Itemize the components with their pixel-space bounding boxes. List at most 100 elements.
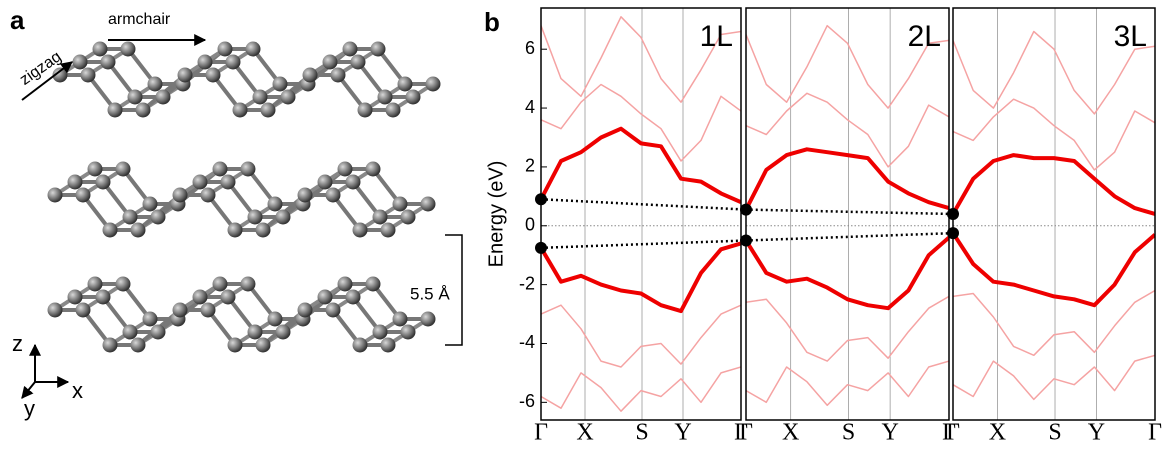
interlayer-bracket [445, 234, 463, 346]
atom [275, 324, 291, 340]
atom [150, 209, 166, 225]
panel-label: a [10, 5, 25, 35]
x-tick-label: Y [1088, 420, 1105, 446]
atom [380, 337, 396, 353]
atom [272, 76, 288, 92]
band [953, 153, 1155, 216]
x-tick-label: Γ [739, 420, 753, 446]
atom [405, 89, 421, 105]
atom [350, 54, 366, 70]
atom [380, 222, 396, 238]
band [746, 24, 949, 109]
atom [107, 102, 123, 118]
band [541, 83, 741, 162]
band-edge [535, 241, 547, 254]
atom [365, 161, 381, 177]
atom [280, 89, 296, 105]
y-tick-label: 6 [525, 38, 535, 58]
atom [172, 187, 188, 203]
y-tick-label: -2 [519, 273, 535, 293]
atom [370, 41, 386, 57]
band [953, 289, 1155, 357]
atom [142, 311, 158, 327]
atom [302, 67, 318, 83]
axis-y: y [24, 396, 35, 421]
band [541, 366, 741, 412]
x-tick-label: S [842, 420, 855, 446]
atom [255, 337, 271, 353]
atom [95, 289, 111, 305]
atom [317, 174, 333, 190]
atom [220, 289, 236, 305]
atom [297, 302, 313, 318]
x-tick-label: Γ [734, 420, 748, 446]
band-edge [947, 227, 959, 240]
atom [192, 174, 208, 190]
atom [142, 196, 158, 212]
atom [325, 187, 341, 203]
band [746, 147, 949, 211]
band [953, 98, 1155, 171]
atom [127, 89, 143, 105]
atom [87, 161, 103, 177]
x-tick-label: Γ [946, 420, 960, 446]
atom [385, 102, 401, 118]
axis-x: x [72, 378, 83, 403]
atom [147, 76, 163, 92]
atom [247, 209, 263, 225]
atom [200, 187, 216, 203]
interlayer-label: 5.5 Å [410, 284, 450, 303]
atom [365, 276, 381, 292]
atom [200, 302, 216, 318]
atom [102, 337, 118, 353]
atom [392, 311, 408, 327]
panel-label: b [484, 7, 500, 37]
atom [297, 187, 313, 203]
atom [47, 302, 63, 318]
band [746, 235, 949, 311]
atom [352, 222, 368, 238]
atom [245, 41, 261, 57]
atom [122, 209, 138, 225]
atom [247, 324, 263, 340]
atom [345, 174, 361, 190]
structure [47, 41, 441, 353]
atom [47, 187, 63, 203]
zigzag-arrow [21, 61, 73, 101]
bands [953, 30, 1155, 401]
atom [115, 161, 131, 177]
band [541, 16, 741, 103]
frame [540, 7, 742, 421]
y-tick-label: 4 [525, 97, 535, 117]
x-tick-label: Γ [1148, 420, 1162, 446]
atom [67, 289, 83, 305]
band-edge [740, 234, 752, 247]
band [953, 232, 1155, 308]
atom [255, 222, 271, 238]
band-edge [947, 208, 959, 220]
x-tick-label: X [576, 420, 593, 446]
atom [260, 102, 276, 118]
atom [150, 324, 166, 340]
atom [275, 209, 291, 225]
band-edge [740, 203, 752, 216]
x-tick-label: Γ [942, 420, 956, 446]
atom [325, 302, 341, 318]
atom [392, 196, 408, 212]
atom [130, 337, 146, 353]
atom [397, 76, 413, 92]
panel-title: 3L [1114, 20, 1147, 53]
x-tick-label: X [782, 420, 799, 446]
atom [372, 324, 388, 340]
atom [177, 67, 193, 83]
band [953, 30, 1155, 115]
axes-triad: z x y [12, 331, 83, 421]
atom [87, 276, 103, 292]
atom [372, 209, 388, 225]
atom [420, 196, 436, 212]
atom [337, 276, 353, 292]
atom [400, 324, 416, 340]
atom [155, 89, 171, 105]
x-tick-label: Y [674, 420, 691, 446]
atom [377, 89, 393, 105]
